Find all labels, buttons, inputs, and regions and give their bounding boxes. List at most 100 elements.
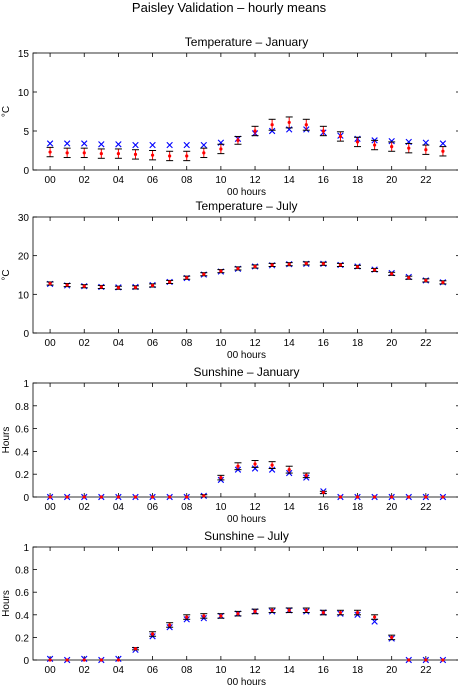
data-point-dot xyxy=(253,264,257,269)
data-point-dot xyxy=(202,272,206,276)
data-point-dot xyxy=(424,658,428,662)
x-tick-label: 18 xyxy=(352,175,364,186)
x-tick-label: 10 xyxy=(215,175,227,186)
data-point-dot xyxy=(99,495,103,499)
data-point-dot xyxy=(185,495,189,499)
data-point-dot xyxy=(236,612,240,616)
data-point-dot xyxy=(116,286,120,290)
y-axis-label: °C xyxy=(1,269,12,280)
data-point-dot xyxy=(82,284,86,288)
data-point-dot xyxy=(168,495,172,499)
data-point-dot xyxy=(219,476,223,480)
data-point-x xyxy=(132,141,139,149)
y-tick-label: 1 xyxy=(23,543,29,554)
data-point-dot xyxy=(373,143,377,147)
data-point-dot xyxy=(150,153,155,157)
x-tick-label: 06 xyxy=(147,665,159,676)
y-tick-label: 0.8 xyxy=(15,402,29,413)
plot-frame xyxy=(32,52,458,171)
y-tick-label: 5 xyxy=(23,127,29,138)
y-tick-label: 0.2 xyxy=(15,633,29,644)
data-point-dot xyxy=(355,140,360,144)
data-point-dot xyxy=(304,473,308,477)
y-tick-label: 10 xyxy=(18,88,30,99)
x-tick-label: 06 xyxy=(147,502,159,513)
data-point-dot xyxy=(424,495,428,499)
y-tick-label: 0 xyxy=(23,329,29,340)
data-point-x xyxy=(268,466,276,473)
data-point-dot xyxy=(304,608,308,612)
data-point-dot xyxy=(202,494,206,498)
data-point-dot xyxy=(219,269,223,273)
x-tick-label: 10 xyxy=(215,338,227,349)
data-point-dot xyxy=(321,129,325,133)
data-point-dot xyxy=(65,283,69,287)
x-tick-label: 02 xyxy=(79,175,91,186)
data-point-dot xyxy=(338,495,343,499)
data-point-dot xyxy=(65,658,69,662)
x-tick-label: 12 xyxy=(249,502,261,513)
data-point-dot xyxy=(99,152,103,156)
chart-panel-4: Sunshine – July 0 0.2 0.4 0.6 0.8 1 00 02 04 06 08 1… xyxy=(1,529,458,686)
data-point-dot xyxy=(219,614,223,618)
y-tick-label: 1 xyxy=(23,379,29,390)
data-point-dot xyxy=(236,464,240,468)
chart-panel-3: Sunshine – January 0 0.2 0.4 0.6 0.8 1 00 02 04 06… xyxy=(1,365,458,525)
x-tick-label: 10 xyxy=(215,665,227,676)
data-point-x xyxy=(149,141,156,149)
x-axis-label: 00 hours xyxy=(227,514,266,525)
panel-title: Sunshine – July xyxy=(204,529,289,543)
x-tick-label: 08 xyxy=(181,338,193,349)
x-tick-label: 08 xyxy=(181,502,193,513)
data-point-dot xyxy=(133,285,138,289)
x-tick-label: 04 xyxy=(113,665,125,676)
y-tick-label: 0 xyxy=(23,493,29,504)
data-point-dot xyxy=(390,635,394,640)
series-model xyxy=(46,465,447,501)
x-tick-label: 06 xyxy=(147,175,159,186)
data-point-dot xyxy=(373,615,377,619)
data-point-dot xyxy=(441,149,445,153)
x-tick-label: 08 xyxy=(181,175,193,186)
data-point-dot xyxy=(270,608,274,612)
data-point-x xyxy=(115,141,122,148)
plot-frame xyxy=(32,216,458,334)
data-point-x xyxy=(200,141,207,149)
data-point-dot xyxy=(407,495,411,499)
x-tick-label: 02 xyxy=(79,665,91,676)
y-tick-label: 30 xyxy=(18,213,30,224)
x-tick-label: 04 xyxy=(113,338,125,349)
data-point-dot xyxy=(270,123,274,127)
data-point-dot xyxy=(202,151,206,155)
data-point-dot xyxy=(355,495,360,499)
x-tick-label: 02 xyxy=(79,502,91,513)
x-tick-label: 22 xyxy=(420,502,432,513)
y-tick-label: 20 xyxy=(18,252,30,263)
data-point-dot xyxy=(202,614,206,618)
data-point-dot xyxy=(168,623,172,627)
x-tick-label: 16 xyxy=(318,502,330,513)
panel-title: Temperature – January xyxy=(185,35,308,49)
y-tick-label: 0.8 xyxy=(15,566,29,577)
data-point-dot xyxy=(338,610,343,615)
data-point-dot xyxy=(287,262,291,266)
data-point-x xyxy=(388,137,395,145)
data-point-dot xyxy=(253,129,257,133)
data-point-dot xyxy=(99,658,103,662)
data-point-dot xyxy=(150,632,155,636)
y-axis-label: Hours xyxy=(1,590,12,617)
y-tick-label: 0.6 xyxy=(15,588,29,599)
plot-frame xyxy=(32,546,458,661)
data-point-dot xyxy=(236,266,240,271)
data-point-dot xyxy=(48,150,52,154)
x-tick-label: 16 xyxy=(318,338,330,349)
data-point-dot xyxy=(287,468,291,472)
data-point-dot xyxy=(441,495,445,499)
data-point-dot xyxy=(424,278,428,283)
x-axis-label: 00 hours xyxy=(227,187,266,198)
data-point-dot xyxy=(150,495,155,499)
data-point-dot xyxy=(407,658,411,662)
data-point-x xyxy=(251,465,259,472)
data-point-x xyxy=(268,127,276,135)
